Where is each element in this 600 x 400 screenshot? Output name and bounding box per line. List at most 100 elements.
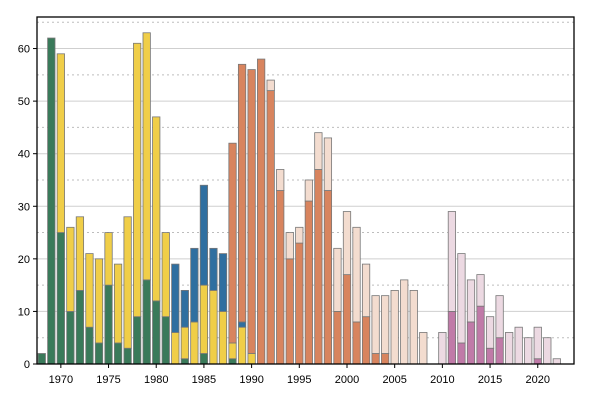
- bar-segment-1975-green: [104, 284, 113, 365]
- x-tick-label: 1975: [96, 374, 120, 386]
- bar-segment-2003-peach: [371, 295, 380, 354]
- bar-segment-1994-peach: [285, 232, 294, 260]
- bar-segment-1989-yellow: [237, 326, 247, 365]
- bar-segment-1988-green: [228, 358, 237, 365]
- bar-segment-1998-orange: [323, 190, 333, 365]
- bar-segment-1990-yellow: [247, 353, 256, 365]
- bar-segment-1977-yellow: [123, 216, 132, 349]
- bars: [37, 32, 561, 365]
- bar-segment-2001-orange: [352, 321, 361, 365]
- bar-segment-2002-orange: [361, 316, 371, 365]
- bar-segment-1988-yellow: [228, 342, 237, 360]
- bar-segment-2015-pink: [485, 316, 495, 349]
- x-tick-label: 2005: [382, 374, 406, 386]
- bar-segment-1982-yellow: [171, 332, 180, 365]
- bar-segment-1974-green: [94, 342, 104, 365]
- bar-segment-1971-yellow: [66, 226, 75, 312]
- bar-segment-1985-blue: [199, 184, 209, 286]
- y-tick-label: 30: [18, 201, 30, 213]
- bar-segment-2007-peach: [409, 289, 418, 365]
- bar-segment-2011-pink: [447, 211, 457, 312]
- bar-segment-1993-orange: [276, 190, 285, 365]
- bar-segment-1969-green: [47, 37, 56, 365]
- bar-segment-2001-peach: [352, 226, 361, 323]
- x-tick-label: 1980: [144, 374, 168, 386]
- bar-segment-1978-yellow: [133, 42, 142, 318]
- bar-segment-1995-peach: [295, 226, 304, 244]
- bar-segment-1991-orange: [257, 58, 266, 365]
- y-tick-label: 50: [18, 96, 30, 108]
- x-tick-label: 1985: [192, 374, 216, 386]
- bar-segment-1974-yellow: [94, 258, 104, 344]
- bar-segment-2014-magenta: [476, 305, 485, 365]
- bar-segment-2014-pink: [476, 274, 485, 307]
- bar-segment-1973-yellow: [85, 253, 94, 328]
- bar-segment-2000-peach: [342, 211, 352, 276]
- bar-segment-2015-magenta: [485, 347, 495, 365]
- bar-segment-2003-orange: [371, 353, 380, 365]
- bar-segment-2022-pink: [552, 358, 561, 365]
- bar-segment-1975-yellow: [104, 232, 113, 286]
- bar-segment-1990-orange: [247, 69, 256, 354]
- bar-segment-1999-orange: [333, 311, 342, 365]
- bar-segment-2004-orange: [381, 353, 390, 365]
- bar-segment-2018-pink: [514, 326, 523, 365]
- bar-segment-2006-peach: [400, 279, 409, 365]
- x-tick-label: 1995: [287, 374, 311, 386]
- bar-segment-1992-orange: [266, 90, 275, 365]
- y-tick-label: 0: [24, 359, 30, 371]
- bar-segment-2002-peach: [361, 263, 371, 318]
- bar-segment-2020-magenta: [533, 358, 542, 365]
- bar-segment-1972-green: [75, 289, 85, 365]
- axes: 0 10 20 30 40 50 60 1970 1975 1980 1985 1990 1995 200…: [18, 44, 550, 386]
- bar-segment-1994-orange: [285, 258, 294, 365]
- bar-segment-1986-blue: [209, 247, 218, 291]
- bar-segment-2011-magenta: [447, 311, 457, 365]
- bar-segment-2013-magenta: [466, 321, 476, 365]
- bar-segment-1996-orange: [304, 200, 313, 365]
- bar-segment-1971-green: [66, 311, 75, 365]
- bar-segment-1984-blue: [190, 247, 199, 323]
- bar-segment-1984-yellow: [190, 321, 199, 365]
- bar-segment-2021-pink: [543, 337, 552, 365]
- x-tick-label: 1990: [239, 374, 263, 386]
- bar-segment-1980-yellow: [152, 116, 161, 302]
- y-tick-label: 60: [18, 44, 30, 56]
- bar-segment-1989-orange: [237, 63, 247, 323]
- bar-segment-1976-green: [113, 342, 123, 365]
- bar-segment-1989-blue: [237, 321, 247, 328]
- bar-segment-1992-peach: [266, 79, 275, 92]
- y-tick-label: 20: [18, 254, 30, 266]
- y-tick-label: 40: [18, 149, 30, 161]
- bar-segment-2008-peach: [419, 332, 428, 365]
- bar-segment-1982-blue: [171, 263, 180, 333]
- bar-segment-2012-pink: [457, 253, 466, 344]
- bar-segment-2004-peach: [381, 295, 390, 354]
- bar-segment-1988-orange: [228, 142, 237, 344]
- bar-segment-2020-pink: [533, 326, 542, 360]
- bar-segment-1970-yellow: [56, 53, 65, 233]
- bar-segment-1986-yellow: [209, 289, 218, 365]
- bar-segment-1968-green: [37, 353, 46, 365]
- bar-segment-1977-green: [123, 347, 132, 365]
- bar-segment-1995-orange: [295, 242, 304, 365]
- bar-segment-1976-yellow: [113, 263, 123, 344]
- bar-segment-2016-magenta: [495, 337, 504, 365]
- bar-segment-1987-blue: [218, 253, 228, 312]
- x-tick-label: 2010: [430, 374, 454, 386]
- bar-segment-1999-peach: [333, 247, 342, 312]
- bar-segment-2012-magenta: [457, 342, 466, 365]
- bar-segment-1996-peach: [304, 179, 313, 202]
- bar-segment-2005-peach: [390, 289, 399, 365]
- bar-segment-1980-green: [152, 300, 161, 365]
- bar-segment-1983-green: [180, 358, 189, 365]
- bar-segment-1979-yellow: [142, 32, 151, 281]
- bar-segment-2019-pink: [524, 337, 533, 365]
- bar-segment-1985-green: [199, 353, 209, 365]
- bar-segment-1997-peach: [314, 132, 323, 170]
- plot-frame: [36, 16, 575, 365]
- bar-segment-1983-yellow: [180, 326, 189, 360]
- x-tick-label: 2020: [526, 374, 550, 386]
- bar-segment-2016-pink: [495, 295, 504, 339]
